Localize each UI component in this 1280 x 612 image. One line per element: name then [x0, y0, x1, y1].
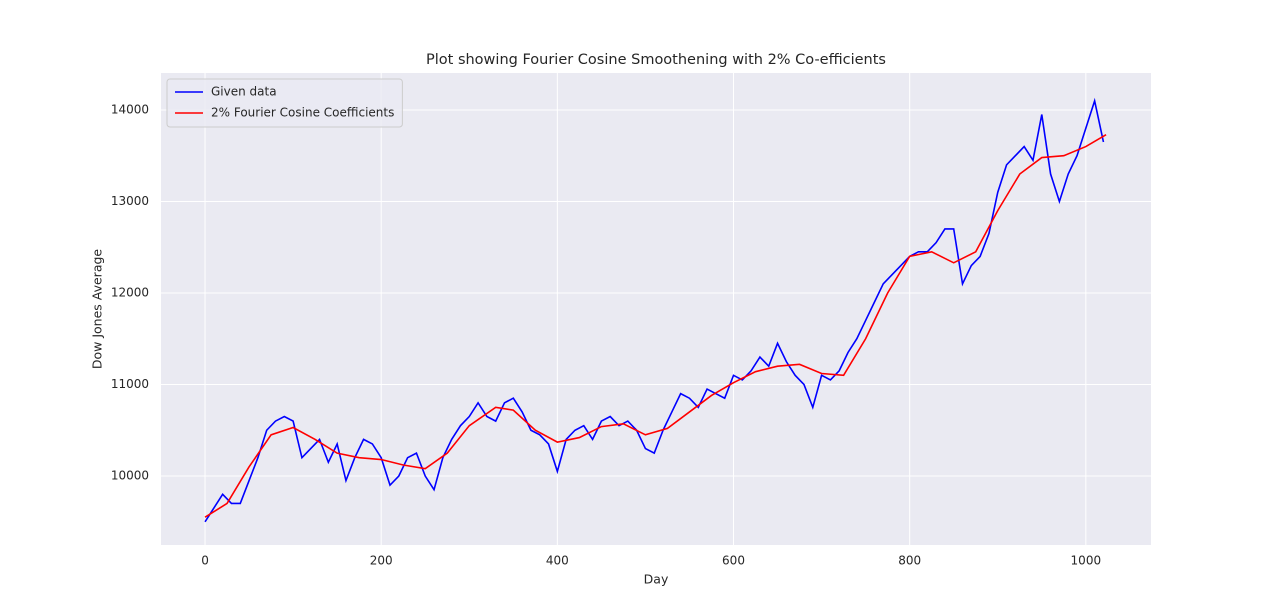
y-tick-label: 11000 [111, 377, 149, 391]
legend-label: 2% Fourier Cosine Coefficients [211, 106, 394, 120]
y-tick-label: 14000 [111, 102, 149, 116]
x-tick-label: 200 [370, 554, 393, 568]
legend-box [166, 78, 403, 128]
legend: Given data 2% Fourier Cosine Coefficients [166, 78, 403, 128]
y-tick-label: 12000 [111, 285, 149, 299]
chart-title: Plot showing Fourier Cosine Smoothening … [426, 52, 886, 68]
y-tick-label: 10000 [111, 469, 149, 483]
x-axis-label: Day [644, 572, 669, 587]
x-tick-label: 400 [546, 554, 569, 568]
legend-label: Given data [211, 85, 277, 99]
x-tick-label: 0 [201, 554, 209, 568]
series-line [204, 133, 1107, 518]
x-tick-label: 800 [898, 554, 921, 568]
series-line [204, 97, 1105, 523]
y-tick-label: 13000 [111, 194, 149, 208]
x-tick-label: 1000 [1071, 554, 1102, 568]
y-axis-label: Dow Jones Average [90, 249, 105, 370]
plot-area [161, 73, 1151, 545]
x-tick-label: 600 [722, 554, 745, 568]
